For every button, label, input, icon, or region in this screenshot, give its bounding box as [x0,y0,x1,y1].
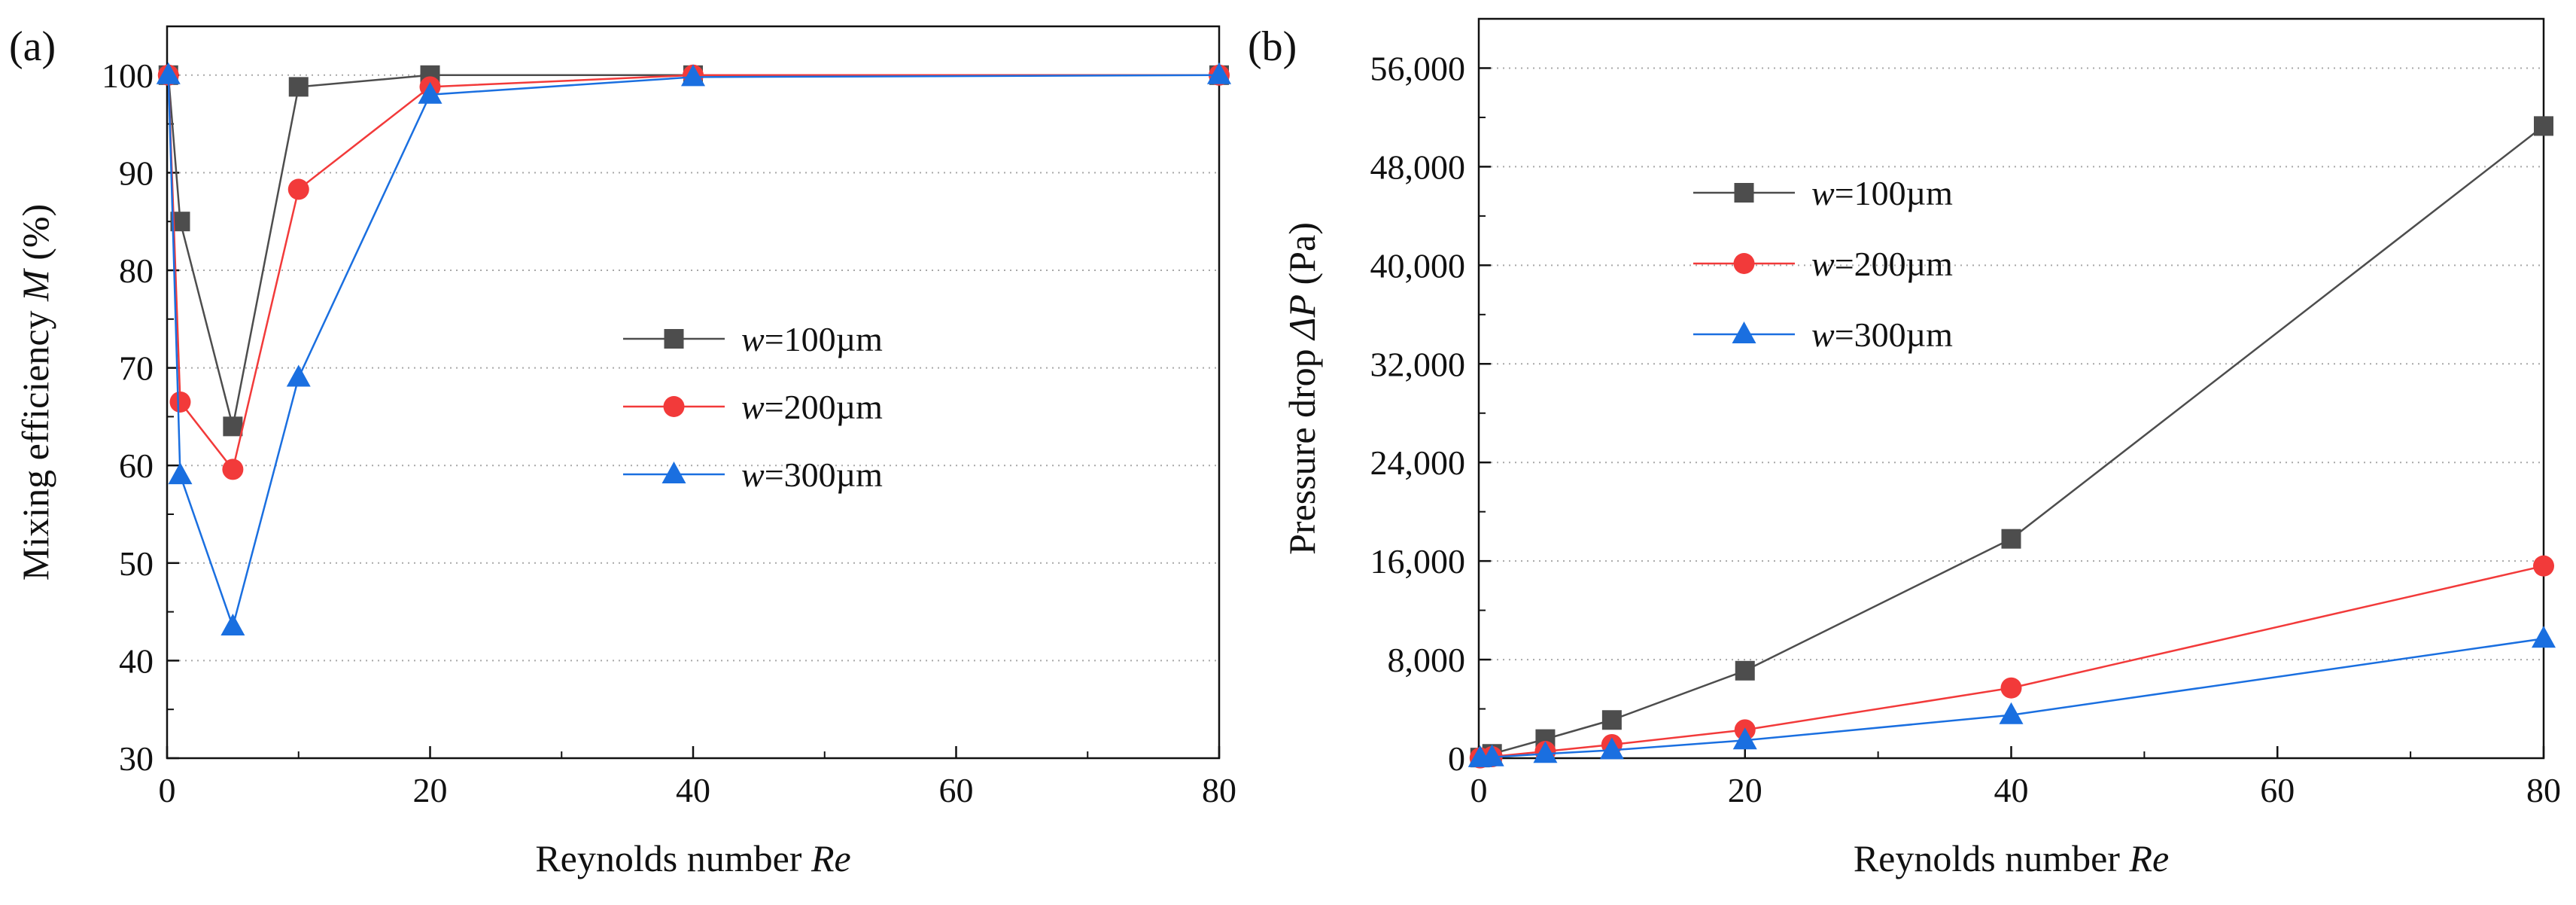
b-legend-label-3: w=300µm [1811,315,1953,354]
a-legend-label-2: w=200µm [741,388,883,426]
a-series-3-point [681,64,705,87]
b-x-tick-label: 40 [1994,771,2029,809]
b-y-tick-label: 56,000 [1370,49,1466,87]
a-y-tick-label: 50 [119,544,154,583]
b-x-tick-label: 0 [1470,771,1488,809]
a-y-tick-label: 80 [119,251,154,290]
a-series-2-point [169,391,191,413]
a-plot-frame [166,25,1221,760]
a-series-3-point [286,364,311,387]
a-series-3-point [168,462,193,485]
a-series-line-3 [167,74,1220,630]
b-series-line-1 [1480,125,2544,759]
a-legend-marker-1 [664,329,684,349]
b-y-tick-label: 0 [1448,739,1465,778]
a-y-tick-label: 90 [119,154,154,192]
a-y-tick-label: 60 [119,446,154,485]
b-y-axis-title: Pressure drop ΔP (Pa) [1281,222,1323,555]
b-x-tick-label: 60 [2260,771,2295,809]
b-y-tick-label: 16,000 [1370,542,1466,580]
b-y-tick-label: 40,000 [1370,246,1466,285]
a-x-axis-title: Reynolds number Re [535,837,850,879]
a-legend-marker-3 [661,462,686,483]
a-series-3-point [220,614,245,636]
b-series-1-point [1601,710,1622,730]
a-series-3-point [1207,62,1231,84]
b-legend-label-1: w=100µm [1811,174,1953,212]
a-x-tick-label: 40 [676,771,710,809]
a-y-tick-label: 100 [102,56,154,95]
panel-a-label: (a) [9,23,56,70]
panel-b-label: (b) [1248,23,1297,70]
a-y-tick-label: 40 [119,641,154,680]
b-series-2-point [2533,555,2554,577]
b-series-1-point [2534,116,2553,136]
b-legend-marker-2 [1733,253,1755,274]
a-legend-label-1: w=100µm [741,320,883,358]
a-series-1-point [223,416,243,437]
b-legend-marker-1 [1734,183,1754,203]
b-legend-marker-3 [1732,321,1756,343]
b-series-2-point [2000,677,2022,699]
a-series-3-point [156,62,181,84]
a-series-line-1 [167,74,1219,427]
a-x-tick-label: 0 [159,771,176,809]
a-x-tick-label: 60 [939,771,974,809]
a-series-2-point [222,459,244,480]
b-series-3-point [1599,737,1624,760]
a-x-tick-label: 20 [413,771,448,809]
chart-a-mixing-efficiency: 30 40 50 60 70 80 90 100 0 20 40 60 80 Reynolds numbe… [14,25,1236,879]
b-y-tick-label: 24,000 [1370,443,1466,482]
b-series-3-point [2532,626,2556,648]
b-series-3-point [1999,702,2024,724]
a-legend-label-3: w=300µm [741,456,883,494]
b-y-tick-label: 32,000 [1370,345,1466,383]
b-y-tick-label: 48,000 [1370,148,1466,186]
b-series-3-point [1480,744,1504,766]
a-series-line-2 [167,74,1219,472]
b-series-3-point [1533,741,1558,763]
b-plot-frame [1477,17,2545,760]
b-series-1-point [1735,660,1755,681]
b-x-tick-label: 80 [2526,771,2561,809]
b-x-tick-label: 20 [1728,771,1762,809]
a-y-tick-label: 30 [119,739,154,778]
a-series-1-point [288,77,309,97]
a-y-axis-title: Mixing efficiency M (%) [14,204,56,580]
b-x-axis-title: Reynolds number Re [1854,837,2169,879]
a-legend-marker-2 [663,396,685,417]
b-legend-label-2: w=200µm [1811,245,1953,283]
a-y-tick-label: 70 [119,349,154,388]
b-y-tick-label: 8,000 [1388,641,1466,679]
a-x-tick-label: 80 [1202,771,1236,809]
chart-b-pressure-drop: 0 8,000 16,000 24,000 32,000 40,000 48,000 56,0… [1281,17,2561,879]
b-series-1-point [2001,529,2021,549]
a-series-2-point [287,178,309,200]
a-series-3-point [418,81,443,104]
b-series-3-point [1732,727,1757,750]
